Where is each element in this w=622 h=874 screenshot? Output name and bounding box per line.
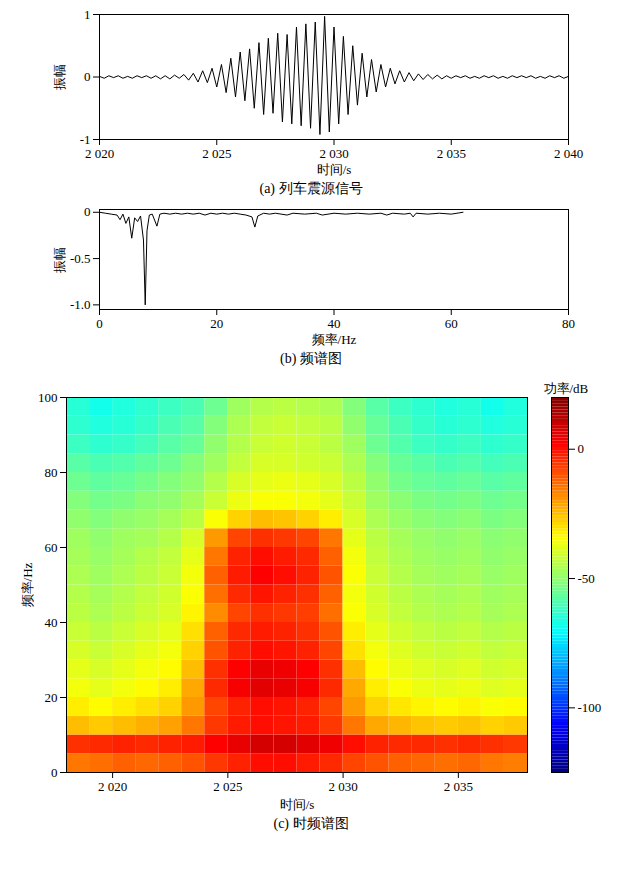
svg-text:2 020: 2 020 xyxy=(98,779,127,794)
svg-text:0: 0 xyxy=(84,204,91,219)
svg-text:20: 20 xyxy=(45,690,58,705)
svg-text:2 030: 2 030 xyxy=(319,146,348,161)
svg-text:2 025: 2 025 xyxy=(213,779,242,794)
svg-text:振幅: 振幅 xyxy=(52,64,67,90)
svg-text:振幅: 振幅 xyxy=(52,247,67,273)
svg-text:2 030: 2 030 xyxy=(328,779,357,794)
svg-text:2 035: 2 035 xyxy=(444,779,473,794)
html-text:(a) 列车震源信号: (a) 列车震源信号 xyxy=(259,181,363,196)
svg-text:0: 0 xyxy=(578,441,585,456)
svg-text:0: 0 xyxy=(51,765,58,780)
svg-text:2 025: 2 025 xyxy=(202,146,231,161)
svg-text:2 035: 2 035 xyxy=(437,146,466,161)
svg-text:-100: -100 xyxy=(578,700,602,715)
svg-text:40: 40 xyxy=(45,615,58,630)
svg-text:2 040: 2 040 xyxy=(554,146,583,161)
svg-text:时间/s: 时间/s xyxy=(280,797,315,812)
svg-text:2 020: 2 020 xyxy=(85,146,114,161)
svg-text:功率/dB: 功率/dB xyxy=(544,381,589,396)
svg-text:-50: -50 xyxy=(578,571,595,586)
svg-text:时间/s: 时间/s xyxy=(317,162,352,177)
html-text:(b) 频谱图: (b) 频谱图 xyxy=(280,351,342,366)
svg-text:-0.5: -0.5 xyxy=(70,251,91,266)
svg-text:频率/Hz: 频率/Hz xyxy=(312,332,357,347)
svg-text:80: 80 xyxy=(45,465,58,480)
svg-text:频率/Hz: 频率/Hz xyxy=(20,562,35,607)
svg-text:80: 80 xyxy=(562,316,575,331)
svg-text:0: 0 xyxy=(84,69,91,84)
svg-text:1: 1 xyxy=(84,7,91,22)
svg-text:40: 40 xyxy=(328,316,341,331)
svg-text:20: 20 xyxy=(210,316,223,331)
html-text:(c) 时频谱图: (c) 时频谱图 xyxy=(273,816,349,831)
svg-text:60: 60 xyxy=(45,540,58,555)
svg-text:0: 0 xyxy=(96,316,103,331)
svg-text:60: 60 xyxy=(445,316,458,331)
svg-text:-1: -1 xyxy=(80,132,91,147)
svg-text:-1.0: -1.0 xyxy=(70,297,91,312)
svg-text:100: 100 xyxy=(38,390,58,405)
